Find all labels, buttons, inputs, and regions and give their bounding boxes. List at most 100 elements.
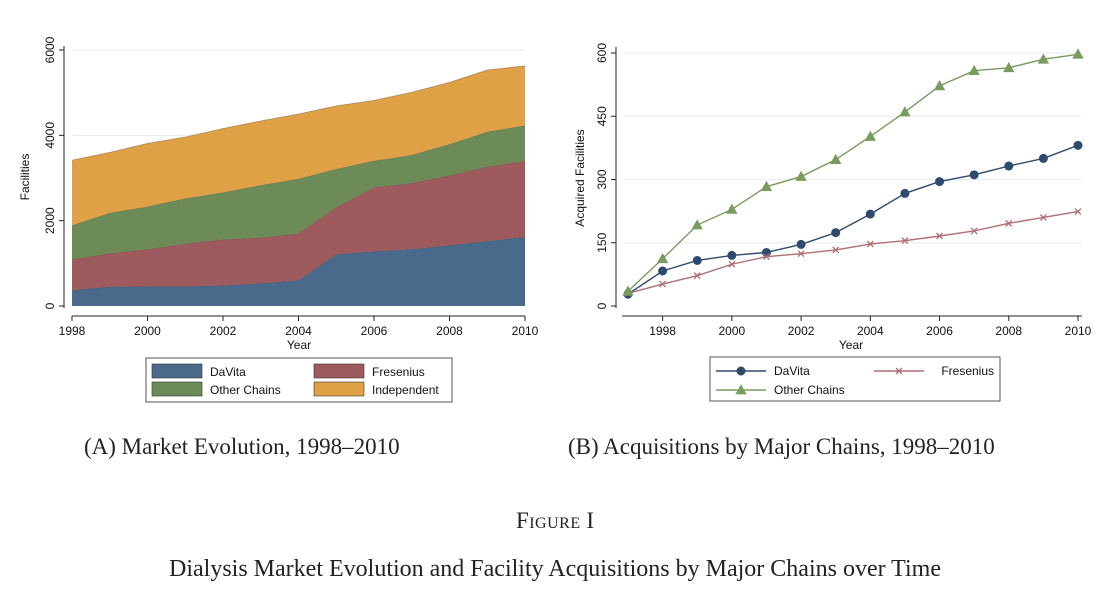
area-fresenius bbox=[72, 160, 525, 291]
y-tick-label: 450 bbox=[595, 106, 609, 126]
x-tick-label: 1998 bbox=[649, 324, 676, 338]
y-tick-label: 4000 bbox=[43, 122, 57, 149]
data-point bbox=[658, 266, 668, 276]
legend-box bbox=[709, 356, 1001, 402]
legend-swatch bbox=[151, 363, 203, 379]
data-point bbox=[1073, 140, 1083, 150]
area-other-chains bbox=[72, 125, 525, 260]
data-point bbox=[832, 246, 840, 254]
legend-label: Fresenius bbox=[372, 365, 425, 379]
data-point bbox=[968, 64, 980, 76]
axes: 0 2000 4000 6000 1998 2000 2002 2004 2006 2008 201… bbox=[43, 36, 539, 338]
legend-label: DaVita bbox=[210, 365, 246, 379]
data-point bbox=[901, 237, 909, 245]
x-tick-label: 1998 bbox=[59, 324, 86, 338]
data-point bbox=[895, 367, 903, 375]
x-axis-label: Year bbox=[839, 338, 863, 352]
data-point bbox=[1003, 61, 1015, 73]
figure-label: Figure I bbox=[0, 508, 1110, 534]
legend-swatch bbox=[313, 381, 365, 397]
data-point bbox=[622, 285, 634, 296]
x-tick-label: 2002 bbox=[788, 324, 815, 338]
area-davita bbox=[72, 236, 525, 306]
y-tick-label: 150 bbox=[595, 232, 609, 252]
data-point bbox=[1037, 53, 1050, 64]
stacked-areas bbox=[71, 65, 526, 306]
data-point bbox=[760, 180, 773, 192]
data-point bbox=[693, 272, 701, 280]
area-edge-independent bbox=[71, 65, 526, 161]
x-tick-label: 2004 bbox=[857, 324, 884, 338]
y-tick-label: 300 bbox=[595, 169, 609, 189]
legend-swatch bbox=[313, 363, 365, 379]
caption-panel-b: (B) Acquisitions by Major Chains, 1998–2… bbox=[568, 434, 995, 459]
x-tick-label: 2006 bbox=[361, 324, 388, 338]
data-point bbox=[797, 250, 805, 258]
x-tick-label: 2010 bbox=[1065, 324, 1092, 338]
caption-panel-a: (A) Market Evolution, 1998–2010 bbox=[84, 434, 400, 459]
data-point bbox=[761, 247, 771, 257]
data-point bbox=[763, 253, 770, 261]
legend: DaVita Fresenius Other Chains Independent bbox=[145, 357, 453, 403]
data-point bbox=[970, 227, 978, 235]
y-tick-label: 6000 bbox=[43, 36, 57, 63]
line-davita bbox=[627, 144, 1079, 295]
data-point bbox=[866, 240, 874, 248]
data-point bbox=[936, 232, 943, 240]
data-point bbox=[865, 209, 875, 219]
data-point bbox=[1039, 213, 1047, 221]
x-tick-label: 2002 bbox=[210, 324, 237, 338]
legend-label: Other Chains bbox=[774, 383, 845, 397]
x-tick-label: 2008 bbox=[995, 324, 1022, 338]
data-point bbox=[830, 153, 842, 165]
y-tick-label: 0 bbox=[43, 302, 57, 309]
series-lines bbox=[622, 48, 1084, 299]
data-point bbox=[691, 219, 703, 230]
x-tick-label: 2006 bbox=[926, 324, 953, 338]
data-point bbox=[1005, 219, 1013, 227]
data-point bbox=[1004, 161, 1014, 171]
y-tick-label: 2000 bbox=[43, 207, 57, 234]
data-point bbox=[899, 106, 911, 117]
x-tick-label: 2000 bbox=[718, 324, 745, 338]
area-independent bbox=[72, 65, 525, 226]
legend-swatch bbox=[151, 381, 203, 397]
x-tick-label: 2010 bbox=[512, 324, 539, 338]
data-point bbox=[933, 80, 946, 91]
line-other-chains bbox=[627, 53, 1079, 292]
data-point bbox=[864, 130, 876, 141]
data-point bbox=[1074, 208, 1082, 216]
y-tick-label: 600 bbox=[595, 43, 609, 63]
data-point bbox=[935, 177, 945, 187]
data-point bbox=[736, 366, 746, 376]
figure-title: Dialysis Market Evolution and Facility A… bbox=[169, 556, 941, 582]
data-point bbox=[692, 255, 702, 265]
data-point bbox=[1038, 153, 1048, 163]
data-point bbox=[1072, 48, 1084, 59]
data-point bbox=[726, 203, 738, 214]
data-point bbox=[728, 260, 736, 268]
y-axis-label: Acquired Facilities bbox=[573, 129, 587, 226]
x-tick-label: 2008 bbox=[436, 324, 463, 338]
data-point bbox=[656, 252, 669, 264]
y-tick-label: 0 bbox=[595, 302, 609, 309]
panel-a-chart: 0 2000 4000 6000 1998 2000 2002 2004 2006 2008 201… bbox=[0, 0, 555, 420]
data-point bbox=[796, 239, 806, 249]
data-point bbox=[659, 280, 667, 288]
legend-label: Independent bbox=[372, 383, 439, 397]
x-axis-label: Year bbox=[287, 338, 311, 352]
grid-lines bbox=[622, 52, 1082, 244]
legend-label: Other Chains bbox=[210, 383, 281, 397]
figure-label-numeral: I bbox=[586, 508, 595, 533]
x-tick-label: 2000 bbox=[134, 324, 161, 338]
legend: DaVita Fresenius Other Chains bbox=[709, 356, 1001, 402]
data-point bbox=[969, 170, 979, 180]
panel-b-chart: 0 150 300 450 600 1998 2000 2002 2004 2006 2008 201… bbox=[555, 0, 1110, 420]
line-fresenius bbox=[627, 210, 1079, 295]
figure-label-word: Figure bbox=[515, 508, 581, 533]
legend-label: DaVita bbox=[774, 364, 810, 378]
data-point bbox=[727, 250, 737, 260]
x-tick-label: 2004 bbox=[285, 324, 312, 338]
data-point bbox=[831, 228, 841, 238]
data-point bbox=[735, 384, 747, 395]
